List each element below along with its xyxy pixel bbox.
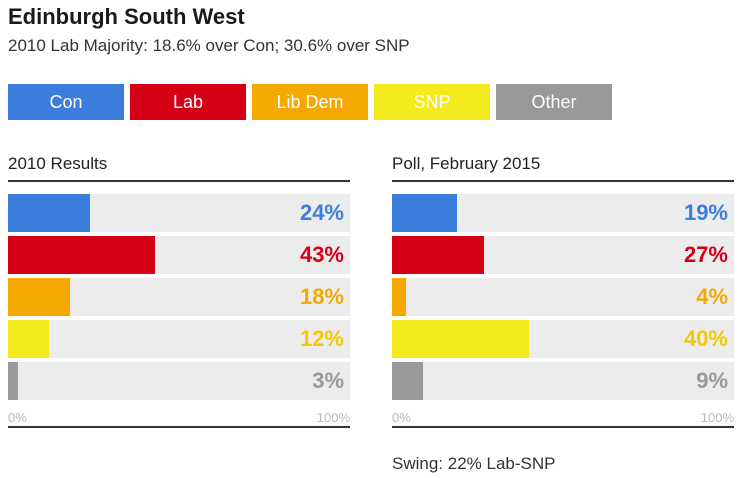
- bar-other: [392, 362, 423, 400]
- bar-lib-dem: [392, 278, 406, 316]
- chart-subtitle: 2010 Lab Majority: 18.6% over Con; 30.6%…: [8, 36, 410, 55]
- data-label-other: 9%: [696, 368, 728, 393]
- panel-rule: [392, 180, 734, 182]
- bar-lab: [392, 236, 485, 274]
- tick-label-min: 0%: [392, 410, 411, 425]
- panel-rule: [8, 180, 350, 182]
- bar-row-lib-dem: 18%: [8, 278, 350, 316]
- legend-item-con: Con: [8, 84, 124, 120]
- panel-title-poll: Poll, February 2015: [392, 154, 541, 173]
- bar-row-other: 9%: [392, 362, 734, 400]
- bars-2010: 24% 43% 18% 12% 3%: [8, 194, 350, 400]
- tick-label-min: 0%: [8, 410, 27, 425]
- data-label-other: 3%: [312, 368, 344, 393]
- swing-footnote: Swing: 22% Lab-SNP: [392, 454, 556, 473]
- bar-other: [8, 362, 19, 400]
- bars-poll: 19% 27% 4% 40% 9%: [392, 194, 734, 400]
- panel-title-2010: 2010 Results: [8, 154, 108, 173]
- bar-row-lib-dem: 4%: [392, 278, 734, 316]
- data-label-lib-dem: 18%: [299, 284, 344, 309]
- bar-row-lab: 43%: [8, 236, 350, 274]
- legend-item-snp: SNP: [374, 84, 490, 120]
- legend-item-libdem: Lib Dem: [252, 84, 368, 120]
- bar-lab: [8, 236, 156, 274]
- panel-2010-results: 2010 Results 24% 43% 18% 12% 3% 0% 100%: [8, 152, 350, 428]
- legend: Con Lab Lib Dem SNP Other: [8, 84, 612, 120]
- tick-label-max: 100%: [316, 410, 350, 425]
- legend-item-other: Other: [496, 84, 612, 120]
- bar-row-snp: 12%: [8, 320, 350, 358]
- bar-row-lab: 27%: [392, 236, 734, 274]
- axis-rule: [392, 426, 734, 428]
- data-label-snp: 12%: [299, 326, 344, 351]
- bar-con: [8, 194, 91, 232]
- axis-2010: 0% 100%: [8, 404, 350, 426]
- bar-snp: [392, 320, 529, 358]
- tick-label-max: 100%: [700, 410, 734, 425]
- data-label-lab: 43%: [299, 242, 344, 267]
- legend-item-lab: Lab: [130, 84, 246, 120]
- data-label-lib-dem: 4%: [696, 284, 728, 309]
- data-label-con: 24%: [299, 200, 344, 225]
- bar-row-con: 19%: [392, 194, 734, 232]
- bar-row-con: 24%: [8, 194, 350, 232]
- bar-row-other: 3%: [8, 362, 350, 400]
- data-label-con: 19%: [683, 200, 728, 225]
- bar-con: [392, 194, 457, 232]
- data-label-snp: 40%: [683, 326, 728, 351]
- bar-lib-dem: [8, 278, 70, 316]
- data-label-lab: 27%: [683, 242, 728, 267]
- axis-poll: 0% 100%: [392, 404, 734, 426]
- panel-poll-2015: Poll, February 2015 19% 27% 4% 40% 9% 0% 100…: [392, 152, 734, 428]
- axis-rule: [8, 426, 350, 428]
- bar-snp: [8, 320, 50, 358]
- chart-title: Edinburgh South West: [8, 4, 245, 29]
- bar-row-snp: 40%: [392, 320, 734, 358]
